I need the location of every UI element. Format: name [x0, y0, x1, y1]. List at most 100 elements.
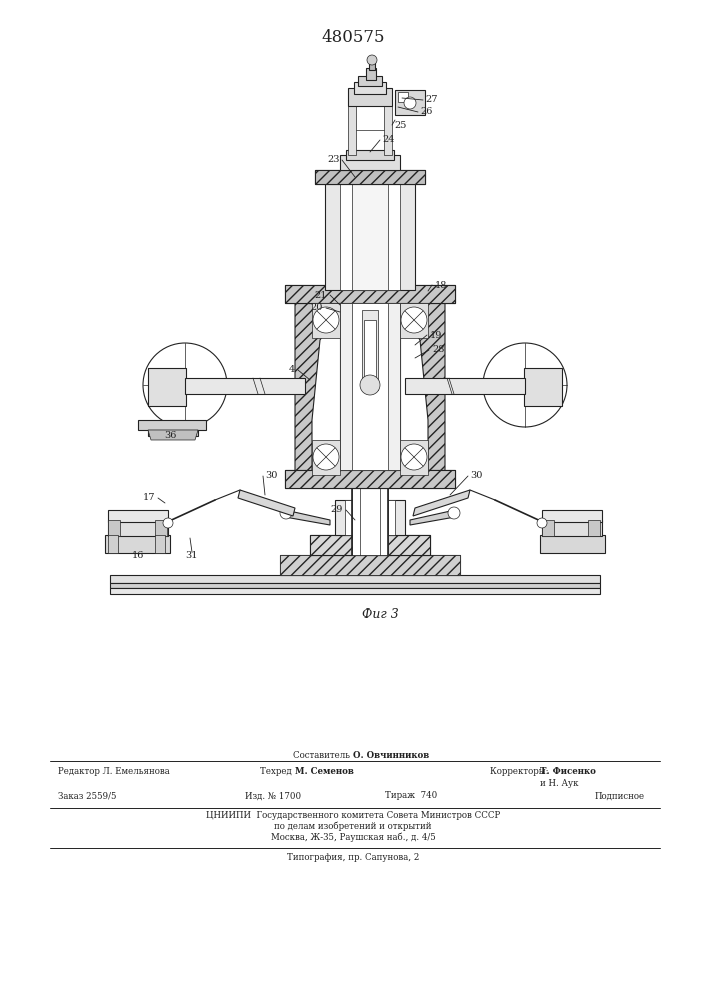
Bar: [315, 170, 425, 184]
Text: 4: 4: [288, 365, 295, 374]
Circle shape: [404, 97, 416, 109]
Bar: [340, 155, 400, 170]
Bar: [369, 62, 375, 70]
Bar: [280, 555, 460, 575]
Text: и Н. Аук: и Н. Аук: [540, 778, 578, 788]
Bar: [346, 150, 394, 160]
Bar: [155, 535, 165, 553]
Polygon shape: [285, 510, 330, 525]
Bar: [358, 76, 382, 86]
Polygon shape: [310, 535, 430, 555]
Text: 27: 27: [425, 96, 438, 104]
Text: Тираж  740: Тираж 740: [385, 792, 437, 800]
Text: Подписное: Подписное: [595, 792, 645, 800]
Polygon shape: [400, 290, 445, 480]
Circle shape: [401, 307, 427, 333]
Bar: [110, 583, 600, 588]
Bar: [542, 510, 602, 522]
Polygon shape: [238, 490, 295, 516]
Text: О. Овчинников: О. Овчинников: [353, 750, 429, 760]
Bar: [108, 510, 168, 522]
Bar: [542, 520, 602, 536]
Text: 29: 29: [331, 506, 343, 514]
Text: 26: 26: [420, 107, 433, 116]
Circle shape: [313, 307, 339, 333]
Text: Составитель: Составитель: [293, 750, 353, 760]
Text: 19: 19: [430, 330, 443, 340]
Text: Заказ 2559/5: Заказ 2559/5: [58, 792, 117, 800]
Text: 28: 28: [432, 346, 445, 355]
Polygon shape: [315, 170, 425, 184]
Text: Корректоры:: Корректоры:: [490, 768, 551, 776]
Bar: [366, 68, 376, 80]
Circle shape: [280, 507, 292, 519]
Text: 21: 21: [315, 290, 327, 300]
Bar: [524, 368, 562, 406]
Bar: [398, 92, 408, 102]
Polygon shape: [410, 510, 455, 525]
Polygon shape: [285, 285, 455, 303]
Circle shape: [448, 507, 460, 519]
Text: 16: 16: [132, 550, 144, 560]
Text: Техред: Техред: [260, 768, 295, 776]
Circle shape: [360, 375, 380, 395]
Polygon shape: [280, 555, 460, 575]
Text: 30: 30: [470, 472, 482, 481]
Text: 20: 20: [310, 304, 323, 312]
Bar: [405, 378, 525, 394]
Bar: [348, 100, 356, 155]
Bar: [155, 520, 167, 536]
Text: Фиг 3: Фиг 3: [361, 608, 398, 621]
Text: по делам изобретений и открытий: по делам изобретений и открытий: [274, 821, 432, 831]
Text: Т. Фисенко: Т. Фисенко: [540, 768, 596, 776]
Bar: [400, 440, 428, 475]
Circle shape: [313, 444, 339, 470]
Text: 18: 18: [435, 280, 448, 290]
Bar: [588, 520, 600, 536]
Circle shape: [401, 444, 427, 470]
Bar: [340, 303, 400, 470]
Bar: [352, 303, 388, 470]
Bar: [384, 100, 392, 155]
Bar: [312, 440, 340, 475]
Bar: [105, 535, 170, 553]
Bar: [185, 378, 305, 394]
Text: 480575: 480575: [321, 29, 385, 46]
Bar: [540, 535, 605, 553]
Text: 24: 24: [382, 135, 395, 144]
Polygon shape: [285, 470, 455, 488]
Text: 17: 17: [143, 493, 155, 502]
Bar: [310, 535, 430, 555]
Bar: [335, 500, 405, 535]
Bar: [400, 303, 428, 338]
Circle shape: [163, 518, 173, 528]
Bar: [108, 520, 168, 536]
Bar: [362, 310, 378, 390]
Bar: [352, 130, 388, 555]
Text: 30: 30: [265, 472, 277, 481]
Circle shape: [143, 343, 227, 427]
Bar: [352, 175, 388, 290]
Bar: [354, 82, 386, 94]
Circle shape: [537, 518, 547, 528]
Bar: [345, 500, 395, 535]
Bar: [348, 88, 392, 106]
Bar: [364, 320, 376, 380]
Text: М. Семенов: М. Семенов: [295, 768, 354, 776]
Polygon shape: [413, 490, 470, 516]
Bar: [395, 90, 425, 115]
Bar: [108, 535, 118, 553]
Bar: [110, 575, 600, 583]
Text: Москва, Ж-35, Раушская наб., д. 4/5: Москва, Ж-35, Раушская наб., д. 4/5: [271, 832, 436, 842]
Bar: [110, 588, 600, 594]
Circle shape: [483, 343, 567, 427]
Bar: [108, 520, 120, 536]
Text: 36: 36: [164, 430, 176, 440]
Bar: [340, 175, 400, 290]
Text: ЦНИИПИ  Государственного комитета Совета Министров СССР: ЦНИИПИ Государственного комитета Совета …: [206, 810, 500, 820]
Text: 25: 25: [394, 120, 407, 129]
Bar: [138, 420, 206, 430]
Bar: [285, 285, 455, 303]
Text: 23: 23: [327, 155, 340, 164]
Polygon shape: [295, 290, 340, 480]
